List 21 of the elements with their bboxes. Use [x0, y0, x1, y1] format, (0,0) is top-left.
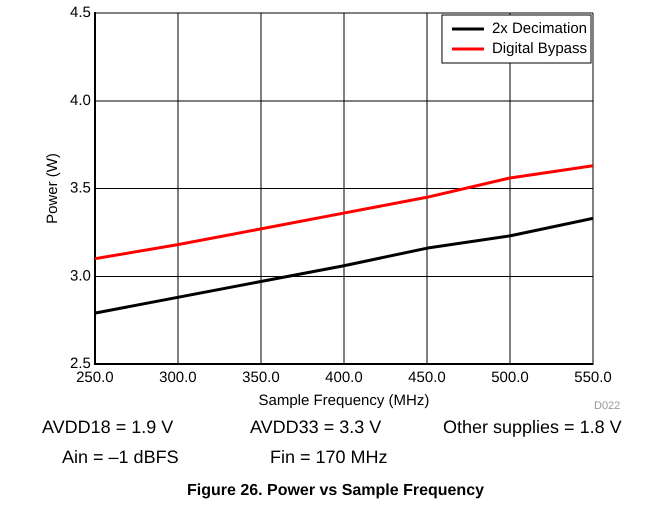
text: Ain = –1 dBFS [62, 447, 180, 468]
text: Other supplies = 1.8 V [443, 417, 622, 438]
y-tick-label: 3.5 [70, 180, 91, 197]
legend-label: Digital Bypass [492, 40, 588, 58]
x-axis-title: Sample Frequency (MHz) [258, 392, 430, 410]
x-tick-label: 300.0 [159, 369, 197, 386]
text: AVDD33 = 3.3 V [250, 417, 382, 438]
x-tick-label: 500.0 [491, 369, 529, 386]
y-tick-label: 4.5 [70, 4, 91, 22]
y-axis-title: Power (W) [44, 153, 62, 224]
text: Figure 26. Power vs Sample Frequency [186, 482, 485, 500]
x-tick-label: 550.0 [574, 369, 612, 386]
legend-label: 2x Decimation [492, 20, 588, 38]
y-tick-label: 3.0 [70, 267, 91, 284]
text: Fin = 170 MHz [270, 447, 388, 468]
x-tick-label: 400.0 [325, 369, 363, 386]
text: AVDD18 = 1.9 V [42, 417, 174, 438]
x-tick-label: 450.0 [408, 369, 446, 386]
x-tick-label: 350.0 [242, 369, 280, 386]
text: D022 [594, 400, 620, 412]
y-tick-label: 4.0 [70, 92, 91, 109]
